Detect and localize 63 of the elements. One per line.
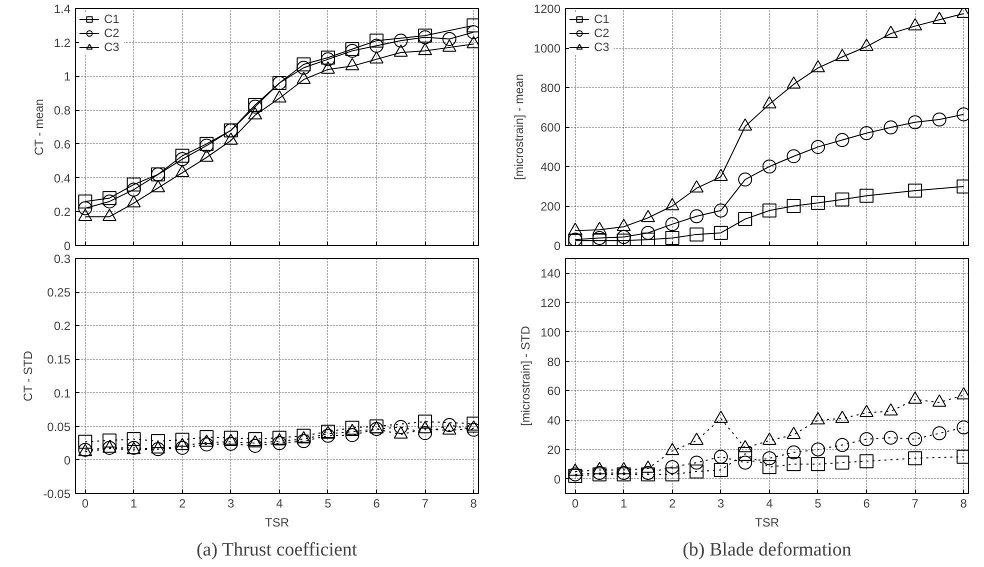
y-axis-title: [microstrain] - mean xyxy=(512,74,526,180)
x-tick-label: 1 xyxy=(130,496,138,510)
y-tick-label: 0 xyxy=(554,472,561,486)
text: (b) Blade deformation xyxy=(682,540,852,560)
x-tick-label: 7 xyxy=(422,496,429,510)
y-tick-label: 40 xyxy=(547,414,561,428)
x-axis-title: TSR xyxy=(265,516,290,530)
y-tick-label: 80 xyxy=(547,354,561,369)
y-tick-label: 1.4 xyxy=(54,2,71,16)
y-tick-label: 400 xyxy=(540,160,561,174)
y-tick-label: 140 xyxy=(540,266,561,281)
y-tick-label: 0.05 xyxy=(47,420,71,434)
x-tick-label: 2 xyxy=(668,496,676,510)
legend-label: C1 xyxy=(594,12,610,26)
y-tick-label: 0.2 xyxy=(54,319,71,334)
y-tick-label: 1200 xyxy=(534,2,561,16)
text: (a) Thrust coefficient xyxy=(196,540,358,560)
x-tick-label: 8 xyxy=(960,496,968,510)
y-tick-label: 60 xyxy=(547,384,561,398)
y-tick-label: 0 xyxy=(64,239,71,253)
y-tick-label: 0.3 xyxy=(54,252,71,266)
x-tick-label: 8 xyxy=(470,496,478,510)
x-tick-label: 2 xyxy=(178,496,186,510)
legend-label: C3 xyxy=(594,40,610,54)
y-tick-label: 0.8 xyxy=(54,104,71,118)
x-tick-label: 3 xyxy=(228,496,235,510)
y-tick-label: 120 xyxy=(540,296,561,310)
x-tick-label: 0 xyxy=(572,496,579,510)
y-tick-label: 0.4 xyxy=(54,171,71,186)
x-tick-label: 5 xyxy=(814,496,822,510)
legend-label: C3 xyxy=(104,40,120,54)
legend-label: C2 xyxy=(104,26,120,40)
y-tick-label: 0.2 xyxy=(54,205,71,220)
x-tick-label: 4 xyxy=(276,496,284,510)
y-tick-label: 600 xyxy=(540,120,561,134)
x-tick-label: 4 xyxy=(766,496,774,510)
x-tick-label: 0 xyxy=(82,496,89,510)
y-tick-label: 1.2 xyxy=(54,36,71,50)
y-tick-label: -0.05 xyxy=(43,487,71,501)
y-axis-title: CT - STD xyxy=(21,350,36,402)
y-tick-label: 0 xyxy=(64,453,71,468)
x-tick-label: 6 xyxy=(863,496,870,510)
x-axis-title: TSR xyxy=(755,516,780,530)
y-tick-label: 1 xyxy=(64,70,71,84)
x-tick-label: 7 xyxy=(912,496,919,510)
y-tick-label: 0.1 xyxy=(54,386,71,400)
y-tick-label: 0 xyxy=(554,239,561,253)
y-tick-label: 0.25 xyxy=(47,286,71,300)
x-tick-label: 3 xyxy=(718,496,725,510)
y-tick-label: 200 xyxy=(540,200,561,214)
y-axis-title: CT - mean xyxy=(32,98,46,156)
x-tick-label: 1 xyxy=(620,496,628,510)
x-tick-label: 6 xyxy=(373,496,380,510)
y-tick-label: 20 xyxy=(547,442,561,457)
y-tick-label: 100 xyxy=(540,325,561,340)
legend-label: C2 xyxy=(594,26,610,40)
y-tick-label: 1000 xyxy=(534,42,561,56)
y-axis-title: [microstrain] - STD xyxy=(518,326,532,426)
legend-label: C1 xyxy=(104,12,120,26)
y-tick-label: 0.6 xyxy=(54,137,71,152)
y-tick-label: 800 xyxy=(540,81,561,95)
x-tick-label: 5 xyxy=(324,496,332,510)
y-tick-label: 0.15 xyxy=(47,352,71,367)
